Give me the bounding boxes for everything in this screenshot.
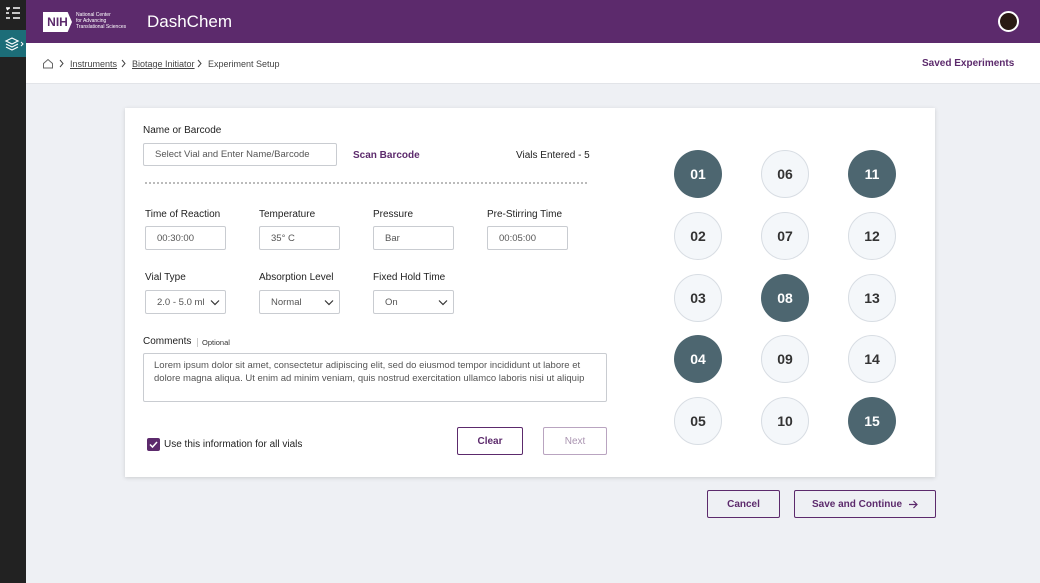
breadcrumb-bar xyxy=(26,43,1040,84)
field-value: 00:05:00 xyxy=(499,232,536,244)
field-value: Normal xyxy=(271,296,302,308)
breadcrumb-current: Experiment Setup xyxy=(208,59,280,69)
vial-button[interactable]: 11 xyxy=(848,150,896,198)
text-input[interactable]: Bar xyxy=(373,226,454,250)
cancel-button[interactable]: Cancel xyxy=(707,490,780,518)
vial-button[interactable]: 03 xyxy=(674,273,722,322)
breadcrumb-link[interactable]: Biotage Initiator xyxy=(132,59,195,69)
vial-button[interactable]: 04 xyxy=(674,335,722,384)
scan-barcode-link[interactable]: Scan Barcode xyxy=(353,150,420,161)
chevron-down xyxy=(210,299,220,305)
apply-all-checkbox[interactable] xyxy=(147,438,160,451)
field-label: Fixed Hold Time xyxy=(373,272,446,283)
field-value: Bar xyxy=(385,232,400,244)
select-field[interactable]: On xyxy=(373,290,454,314)
select-field[interactable]: Normal xyxy=(259,290,340,314)
vial-button[interactable]: 10 xyxy=(761,397,809,445)
field-label: Pre-Stirring Time xyxy=(487,209,563,220)
vial-button[interactable]: 13 xyxy=(848,273,896,322)
select-field[interactable]: 2.0 - 5.0 ml xyxy=(145,290,226,314)
check-icon xyxy=(149,441,158,449)
chevron xyxy=(121,59,126,68)
sidebar xyxy=(0,0,26,583)
chevron xyxy=(59,59,64,68)
field-value: 35° C xyxy=(271,232,295,244)
field-label: Temperature xyxy=(259,209,316,220)
logo-text: National Center for Advancing Translatio… xyxy=(76,12,126,30)
field-value: On xyxy=(385,296,398,308)
vials-entered: Vials Entered - 5 xyxy=(516,150,590,161)
menu-icon[interactable] xyxy=(5,6,21,20)
text-input[interactable]: 35° C xyxy=(259,226,340,250)
app-title: DashChem xyxy=(147,12,233,31)
text-input[interactable]: 00:30:00 xyxy=(145,226,226,250)
chevron-down xyxy=(438,299,448,305)
field-label: Vial Type xyxy=(145,272,186,283)
name-input[interactable]: Select Vial and Enter Name/Barcode xyxy=(143,143,337,166)
field-label: Absorption Level xyxy=(259,272,334,283)
field-label: Name or Barcode xyxy=(143,125,222,136)
vial-button[interactable]: 09 xyxy=(761,335,809,384)
logo-line: Translational Sciences xyxy=(76,24,127,30)
vial-button[interactable]: 15 xyxy=(848,397,896,445)
layers-nav[interactable] xyxy=(0,30,26,57)
field-label: Time of Reaction xyxy=(145,209,221,220)
save-continue-button[interactable]: Save and Continue xyxy=(794,490,936,518)
chevron xyxy=(197,59,202,68)
saved-experiments-link[interactable]: Saved Experiments xyxy=(922,58,1015,69)
vial-button[interactable]: 14 xyxy=(848,335,896,384)
vial-button[interactable]: 01 xyxy=(674,150,722,198)
vial-button[interactable]: 02 xyxy=(674,211,722,260)
avatar[interactable] xyxy=(998,11,1019,32)
next-button[interactable]: Next xyxy=(543,427,607,455)
field-label: Pressure xyxy=(373,209,414,220)
logo-line: National Center xyxy=(76,12,111,18)
field-label: Comments xyxy=(143,336,192,347)
chevron-down xyxy=(324,299,334,305)
comments-textarea[interactable]: Lorem ipsum dolor sit amet, consectetur … xyxy=(143,353,607,402)
text-input[interactable]: 00:05:00 xyxy=(487,226,568,250)
vial-button[interactable]: 08 xyxy=(761,273,809,322)
button-text: Save and Continue xyxy=(811,498,902,510)
logo-line: for Advancing xyxy=(76,18,107,24)
logo-mark: NIH xyxy=(43,12,72,32)
checkbox-label[interactable]: Use this information for all vials xyxy=(164,439,303,450)
breadcrumb-link[interactable]: Instruments xyxy=(70,59,118,69)
arrow-icon xyxy=(909,500,918,508)
clear-button[interactable]: Clear xyxy=(457,427,523,455)
optional-tag: Optional xyxy=(197,338,230,347)
field-value: 2.0 - 5.0 ml xyxy=(157,296,205,308)
divider xyxy=(145,182,587,184)
vial-button[interactable]: 05 xyxy=(674,397,722,445)
field-value: 00:30:00 xyxy=(157,232,194,244)
home-icon[interactable] xyxy=(42,58,54,69)
vial-button[interactable]: 06 xyxy=(761,150,809,198)
vial-button[interactable]: 07 xyxy=(761,211,809,260)
vial-button[interactable]: 12 xyxy=(848,211,896,260)
header xyxy=(26,0,1040,43)
